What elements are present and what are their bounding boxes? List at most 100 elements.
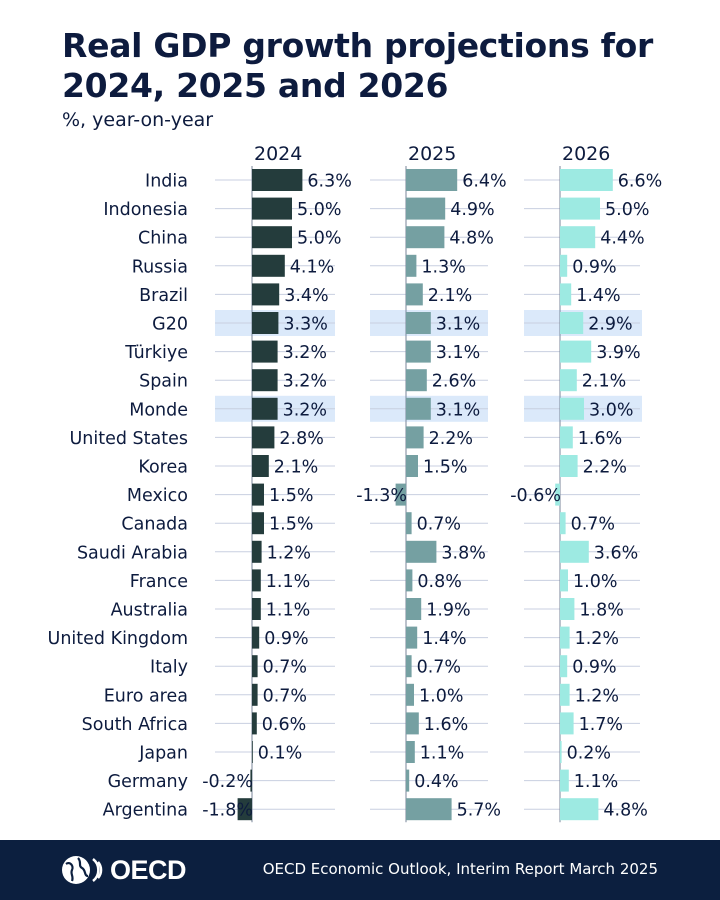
category-label-japan: Japan [138,744,188,764]
bar-2024-argentina [237,798,252,821]
value-label-2026-united-kingdom: 1.2% [575,629,619,649]
value-label-2025-argentina: 5.7% [457,801,501,821]
value-label-2024-united-kingdom: 0.9% [264,629,308,649]
category-label-russia: Russia [132,257,188,277]
value-label-2026-korea: 2.2% [583,458,627,478]
value-label-2026-brazil: 1.4% [576,286,620,306]
value-label-2025-mexico: -1.3% [356,486,407,506]
bar-2024-italy [252,655,258,678]
value-label-2024-russia: 4.1% [290,257,334,277]
value-label-2024-mexico: 1.5% [269,486,313,506]
value-label-2024-india: 6.3% [307,172,351,192]
value-label-2026-japan: 0.2% [567,744,611,764]
category-label-china: China [138,229,188,249]
bar-2024-spain [252,369,278,392]
series-header-2025: 2025 [408,143,456,165]
bar-2026-spain [560,369,577,392]
value-label-2025-korea: 1.5% [423,458,467,478]
bar-2025-italy [406,655,412,678]
category-label-turkiye: Türkiye [124,343,188,363]
value-label-2026-france: 1.0% [573,572,617,592]
bar-2025-canada [406,512,412,535]
value-label-2025-italy: 0.7% [417,658,461,678]
value-label-2026-russia: 0.9% [572,257,616,277]
value-label-2025-spain: 2.6% [432,372,476,392]
value-label-2025-russia: 1.3% [421,257,465,277]
value-label-2026-south-africa: 1.7% [579,715,623,735]
bar-2024-saudi-arabia [252,540,262,563]
value-label-2024-south-africa: 0.6% [262,715,306,735]
gdp-bar-chart: 2024 2025 2026 India Indonesia China Russia Bra… [48,143,662,823]
bar-2025-australia [406,598,422,620]
bar-2024-south-africa [252,712,257,735]
bar-2024-turkiye [252,340,278,363]
bar-2024-russia [252,254,285,277]
bar-2024-euro-area [252,683,258,706]
oecd-logo[interactable]: OECD [60,854,187,886]
chart-title: Real GDP growth projections for 2024, 20… [62,26,702,106]
footer-bar: OECD OECD Economic Outlook, Interim Repo… [0,840,720,900]
value-label-2024-turkiye: 3.2% [283,343,327,363]
bar-2025-russia [406,254,417,277]
bar-2026-united-kingdom [560,626,570,649]
bar-2024-brazil [252,283,280,306]
bar-2026-france [560,569,568,592]
value-label-2025-euro-area: 1.0% [419,686,463,706]
bar-2026-brazil [560,283,572,306]
category-label-south-africa: South Africa [82,715,188,735]
bar-2025-g20 [406,312,431,334]
value-label-2026-euro-area: 1.2% [575,686,619,706]
bar-2024-mexico [252,483,264,506]
value-label-2024-italy: 0.7% [263,658,307,678]
bar-2026-monde [560,397,584,420]
bar-2025-mexico [395,483,406,506]
oecd-logo-text: OECD [110,854,187,885]
series-header-2026: 2026 [562,143,610,165]
bar-2025-turkiye [406,340,431,363]
bar-2026-mexico [555,483,560,506]
category-label-korea: Korea [138,458,188,478]
bar-2025-south-africa [406,712,419,735]
bar-2025-spain [406,369,427,392]
category-label-canada: Canada [121,515,188,535]
bar-2026-australia [560,598,575,620]
value-label-2025-france: 0.8% [417,572,461,592]
series-header-2024: 2024 [254,143,302,165]
bar-2026-euro-area [560,683,570,706]
chart-title-line1: Real GDP growth projections for [62,26,654,65]
bar-2024-germany [250,769,252,792]
value-label-2026-italy: 0.9% [572,658,616,678]
value-label-2024-united-states: 2.8% [279,429,323,449]
category-label-italy: Italy [150,658,188,678]
bar-2025-germany [406,769,410,792]
value-label-2024-monde: 3.2% [283,400,327,420]
value-label-2025-china: 4.8% [449,229,493,249]
bar-2025-china [406,226,445,249]
bar-2025-indonesia [406,197,446,220]
bar-2026-russia [560,254,568,277]
bar-2026-turkiye [560,340,592,363]
bar-2024-g20 [252,312,279,334]
value-label-2024-australia: 1.1% [266,601,310,621]
bar-2025-monde [406,397,431,420]
value-label-2026-united-states: 1.6% [578,429,622,449]
category-label-australia: Australia [111,601,188,621]
bar-2024-china [252,226,292,249]
value-label-2026-indonesia: 5.0% [605,200,649,220]
value-label-2024-germany: -0.2% [202,772,253,792]
value-label-2026-mexico: -0.6% [510,486,561,506]
category-label-indonesia: Indonesia [103,200,188,220]
bar-2024-canada [252,512,264,535]
category-label-spain: Spain [139,372,188,392]
bar-2026-italy [560,655,568,678]
category-label-united-states: United States [69,429,188,449]
value-label-2025-south-africa: 1.6% [424,715,468,735]
bar-2024-france [252,569,261,592]
category-label-india: India [145,172,188,192]
bar-2025-argentina [406,798,452,821]
bar-2026-united-states [560,426,573,449]
bar-2026-canada [560,512,566,535]
bar-2025-japan [406,741,415,763]
value-label-2024-canada: 1.5% [269,515,313,535]
bar-2024-monde [252,397,278,420]
